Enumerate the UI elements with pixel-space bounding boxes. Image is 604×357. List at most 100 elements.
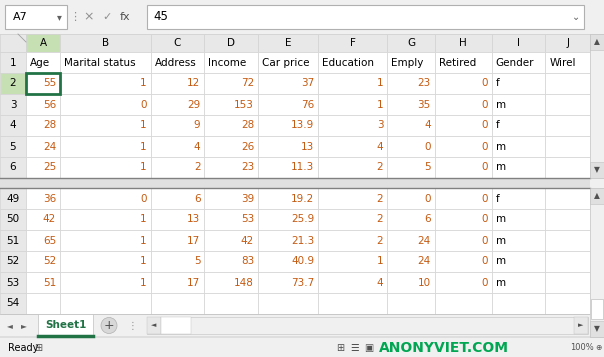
Text: 76: 76 [301, 100, 315, 110]
Bar [0, 136, 26, 157]
Text: 39: 39 [241, 193, 254, 203]
Bar [204, 94, 258, 115]
Text: 5: 5 [10, 141, 16, 151]
Text: ☰: ☰ [350, 343, 359, 353]
Bar [0, 230, 26, 251]
Text: ▲: ▲ [594, 191, 600, 201]
Text: 0: 0 [140, 100, 147, 110]
Bar [0, 0, 604, 34]
Bar [545, 73, 590, 94]
Text: ▾: ▾ [57, 12, 62, 22]
Text: 65: 65 [43, 236, 56, 246]
Bar [150, 272, 204, 293]
Text: 1: 1 [140, 121, 147, 131]
Bar [26, 272, 60, 293]
Text: 148: 148 [234, 277, 254, 287]
Text: ▼: ▼ [594, 325, 600, 333]
Text: ×: × [84, 10, 94, 24]
Bar [258, 94, 318, 115]
Bar [545, 188, 590, 209]
Bar [387, 251, 434, 272]
Text: 24: 24 [43, 141, 56, 151]
Text: 52: 52 [43, 256, 56, 266]
Text: 5: 5 [424, 162, 431, 172]
Text: Emply: Emply [391, 57, 424, 67]
Bar [258, 136, 318, 157]
Text: 37: 37 [301, 79, 315, 89]
Text: 26: 26 [241, 141, 254, 151]
Bar [492, 251, 545, 272]
Bar [204, 293, 258, 314]
Text: 0: 0 [481, 162, 487, 172]
Text: 4: 4 [10, 121, 16, 131]
Bar [591, 299, 603, 319]
Bar [60, 251, 150, 272]
Bar [387, 136, 434, 157]
Bar [492, 209, 545, 230]
Bar [258, 34, 318, 52]
Bar [0, 251, 26, 272]
Text: 1: 1 [377, 256, 384, 266]
Bar [150, 136, 204, 157]
Bar [60, 115, 150, 136]
Bar [150, 94, 204, 115]
Bar [0, 157, 26, 178]
Text: 72: 72 [241, 79, 254, 89]
Text: 4: 4 [377, 277, 384, 287]
Bar [0, 94, 26, 115]
Bar [60, 52, 150, 73]
Bar [258, 251, 318, 272]
Text: ⋮: ⋮ [127, 321, 137, 331]
Text: 54: 54 [7, 298, 19, 308]
Bar [0, 272, 26, 293]
Bar [387, 94, 434, 115]
Bar [26, 230, 60, 251]
Text: 25: 25 [43, 162, 56, 172]
Text: ⌄: ⌄ [572, 12, 580, 22]
Bar [318, 73, 387, 94]
Text: J: J [566, 38, 569, 48]
Text: 12: 12 [187, 79, 201, 89]
Bar [26, 73, 60, 94]
Bar [60, 188, 150, 209]
Bar [434, 230, 492, 251]
Text: 0: 0 [481, 121, 487, 131]
Bar [150, 251, 204, 272]
Bar [434, 209, 492, 230]
Text: E: E [285, 38, 292, 48]
Text: G: G [407, 38, 415, 48]
Bar [318, 52, 387, 73]
Bar [60, 73, 150, 94]
Text: 1: 1 [140, 162, 147, 172]
Text: 29: 29 [187, 100, 201, 110]
Bar [318, 272, 387, 293]
Text: A7: A7 [13, 12, 28, 22]
Text: 24: 24 [417, 256, 431, 266]
Text: 6: 6 [424, 215, 431, 225]
Bar [387, 209, 434, 230]
Bar [387, 230, 434, 251]
Text: 24: 24 [417, 236, 431, 246]
Bar [434, 136, 492, 157]
Text: 3: 3 [10, 100, 16, 110]
Bar [545, 136, 590, 157]
Bar [0, 115, 26, 136]
Text: Wirel: Wirel [550, 57, 576, 67]
Text: Address: Address [155, 57, 196, 67]
Bar [434, 52, 492, 73]
Bar [258, 115, 318, 136]
Bar [387, 52, 434, 73]
Bar [147, 317, 588, 334]
Bar [434, 157, 492, 178]
Text: 6: 6 [194, 193, 201, 203]
Text: 49: 49 [7, 193, 19, 203]
Text: 2: 2 [194, 162, 201, 172]
Bar [590, 34, 604, 50]
Bar [150, 73, 204, 94]
Bar [545, 52, 590, 73]
Text: ▲: ▲ [594, 37, 600, 46]
Text: 0: 0 [481, 79, 487, 89]
Bar [590, 188, 604, 204]
Bar [60, 209, 150, 230]
Bar [545, 293, 590, 314]
